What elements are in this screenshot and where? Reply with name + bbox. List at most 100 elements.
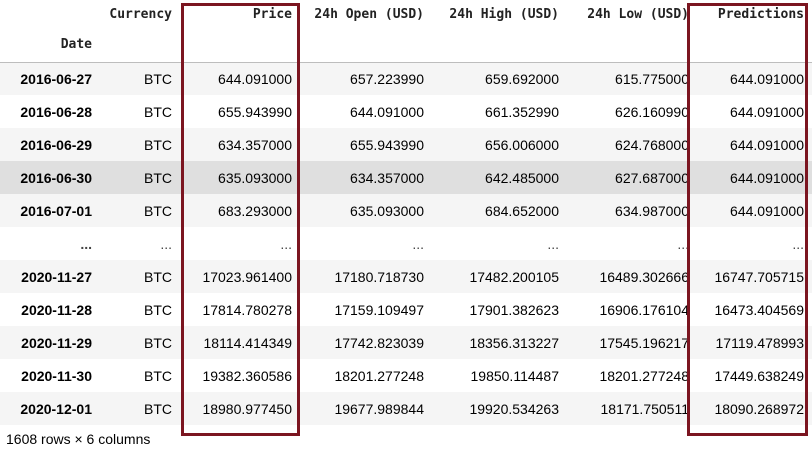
cell-24h-open: 634.357000: [350, 169, 424, 186]
cell-currency: ...: [160, 235, 172, 252]
cell-24h-low: 624.768000: [615, 136, 689, 153]
cell-price: 634.357000: [218, 136, 292, 153]
cell-24h-high: 642.485000: [485, 169, 559, 186]
table-row: 2020-12-01 BTC 18980.977450 19677.989844 199…: [0, 392, 812, 425]
cell-currency: BTC: [144, 202, 172, 219]
cell-currency: BTC: [144, 136, 172, 153]
cell-price: 18114.414349: [203, 334, 293, 351]
index-name-date: Date: [60, 37, 92, 53]
cell-24h-open: 19677.989844: [334, 400, 424, 417]
cell-price: 644.091000: [218, 70, 292, 87]
row-index-date: 2020-11-28: [21, 301, 92, 318]
cell-predictions: 17449.638249: [714, 367, 804, 384]
cell-24h-low: 16906.176104: [599, 301, 689, 318]
column-header-price: Price: [252, 6, 292, 22]
cell-24h-low: 626.160990: [615, 103, 689, 120]
dataframe-table: Currency Price 24h Open (USD) 24h High (…: [0, 0, 812, 425]
cell-24h-open: 18201.277248: [334, 367, 424, 384]
cell-24h-low: 18201.277248: [599, 367, 689, 384]
cell-24h-high: 684.652000: [485, 202, 559, 219]
cell-24h-high: 656.006000: [485, 136, 559, 153]
cell-currency: BTC: [144, 301, 172, 318]
table-row: 2016-06-27 BTC 644.091000 657.223990 659.692…: [0, 62, 812, 95]
cell-24h-open: 17180.718730: [334, 268, 424, 285]
cell-predictions: 16473.404569: [714, 301, 804, 318]
cell-24h-high: 19850.114487: [470, 367, 560, 384]
cell-24h-low: ...: [677, 235, 689, 252]
cell-price: ...: [280, 235, 292, 252]
column-header-predictions: Predictions: [717, 6, 804, 22]
dataframe-shape-footer: 1608 rows × 6 columns: [6, 431, 151, 447]
cell-price: 19382.360586: [202, 367, 292, 384]
ellipsis-row: .....................: [0, 227, 812, 260]
cell-24h-low: 634.987000: [615, 202, 689, 219]
cell-24h-high: ...: [547, 235, 559, 252]
cell-price: 635.093000: [218, 169, 292, 186]
table-row: 2020-11-30 BTC 19382.360586 18201.277248 198…: [0, 359, 812, 392]
cell-predictions: 16747.705715: [714, 268, 804, 285]
cell-predictions: 644.091000: [730, 103, 804, 120]
row-index-date: 2016-06-28: [20, 103, 92, 120]
column-header-24h-high: 24h High (USD): [449, 6, 559, 22]
cell-predictions: 644.091000: [730, 169, 804, 186]
cell-24h-low: 627.687000: [615, 169, 689, 186]
cell-currency: BTC: [144, 334, 172, 351]
cell-predictions: 644.091000: [730, 136, 804, 153]
cell-24h-open: 17159.109497: [334, 301, 424, 318]
cell-price: 17023.961400: [202, 268, 292, 285]
table-row: 2020-11-28 BTC 17814.780278 17159.109497 179…: [0, 293, 812, 326]
cell-price: 17814.780278: [202, 301, 292, 318]
column-header-currency: Currency: [109, 6, 172, 22]
cell-24h-high: 18356.313227: [469, 334, 559, 351]
row-index-date: 2016-06-27: [20, 70, 92, 87]
cell-24h-open: 657.223990: [350, 70, 424, 87]
row-index-date: ...: [80, 235, 92, 252]
cell-currency: BTC: [144, 400, 172, 417]
cell-currency: BTC: [144, 70, 172, 87]
cell-predictions: ...: [792, 235, 804, 252]
row-index-date: 2016-07-01: [20, 202, 92, 219]
cell-currency: BTC: [144, 169, 172, 186]
cell-price: 655.943990: [218, 103, 292, 120]
table-row: 2016-06-28 BTC 655.943990 644.091000 661.352…: [0, 95, 812, 128]
column-header-24h-low: 24h Low (USD): [587, 6, 689, 22]
row-index-date: 2020-12-01: [20, 400, 92, 417]
cell-24h-low: 17545.196217: [599, 334, 689, 351]
table-row: 2020-11-27 BTC 17023.961400 17180.718730 174…: [0, 260, 812, 293]
cell-predictions: 17119.478993: [715, 334, 805, 351]
cell-currency: BTC: [144, 367, 172, 384]
cell-24h-high: 17901.382623: [469, 301, 559, 318]
table-row: 2016-07-01 BTC 683.293000 635.093000 684.652…: [0, 194, 812, 227]
cell-24h-open: 17742.823039: [334, 334, 424, 351]
cell-currency: BTC: [144, 268, 172, 285]
cell-predictions: 644.091000: [730, 70, 804, 87]
cell-24h-high: 659.692000: [485, 70, 559, 87]
cell-24h-open: ...: [412, 235, 424, 252]
cell-price: 18980.977450: [202, 400, 292, 417]
cell-24h-low: 18171.750511: [600, 400, 690, 417]
cell-24h-high: 17482.200105: [469, 268, 559, 285]
cell-24h-high: 19920.534263: [469, 400, 559, 417]
cell-24h-low: 615.775000: [615, 70, 689, 87]
cell-24h-open: 644.091000: [350, 103, 424, 120]
cell-24h-open: 635.093000: [350, 202, 424, 219]
row-index-date: 2020-11-29: [21, 334, 92, 351]
index-name-row: Date: [0, 28, 812, 62]
table-row: 2020-11-29 BTC 18114.414349 17742.823039 183…: [0, 326, 812, 359]
row-index-date: 2020-11-30: [21, 367, 92, 384]
table-row: 2016-06-30 BTC 635.093000 634.357000 642.485…: [0, 161, 812, 194]
cell-24h-open: 655.943990: [350, 136, 424, 153]
row-index-date: 2016-06-29: [20, 136, 92, 153]
cell-predictions: 18090.268972: [714, 400, 804, 417]
cell-currency: BTC: [144, 103, 172, 120]
column-header-row: Currency Price 24h Open (USD) 24h High (…: [0, 0, 812, 28]
cell-24h-high: 661.352990: [485, 103, 559, 120]
cell-price: 683.293000: [218, 202, 292, 219]
row-index-date: 2020-11-27: [21, 268, 92, 285]
cell-predictions: 644.091000: [730, 202, 804, 219]
index-header-blank: [0, 0, 100, 28]
dataframe-output: Currency Price 24h Open (USD) 24h High (…: [0, 0, 812, 447]
column-header-24h-open: 24h Open (USD): [314, 6, 424, 22]
row-index-date: 2016-06-30: [20, 169, 92, 186]
table-row: 2016-06-29 BTC 634.357000 655.943990 656.006…: [0, 128, 812, 161]
